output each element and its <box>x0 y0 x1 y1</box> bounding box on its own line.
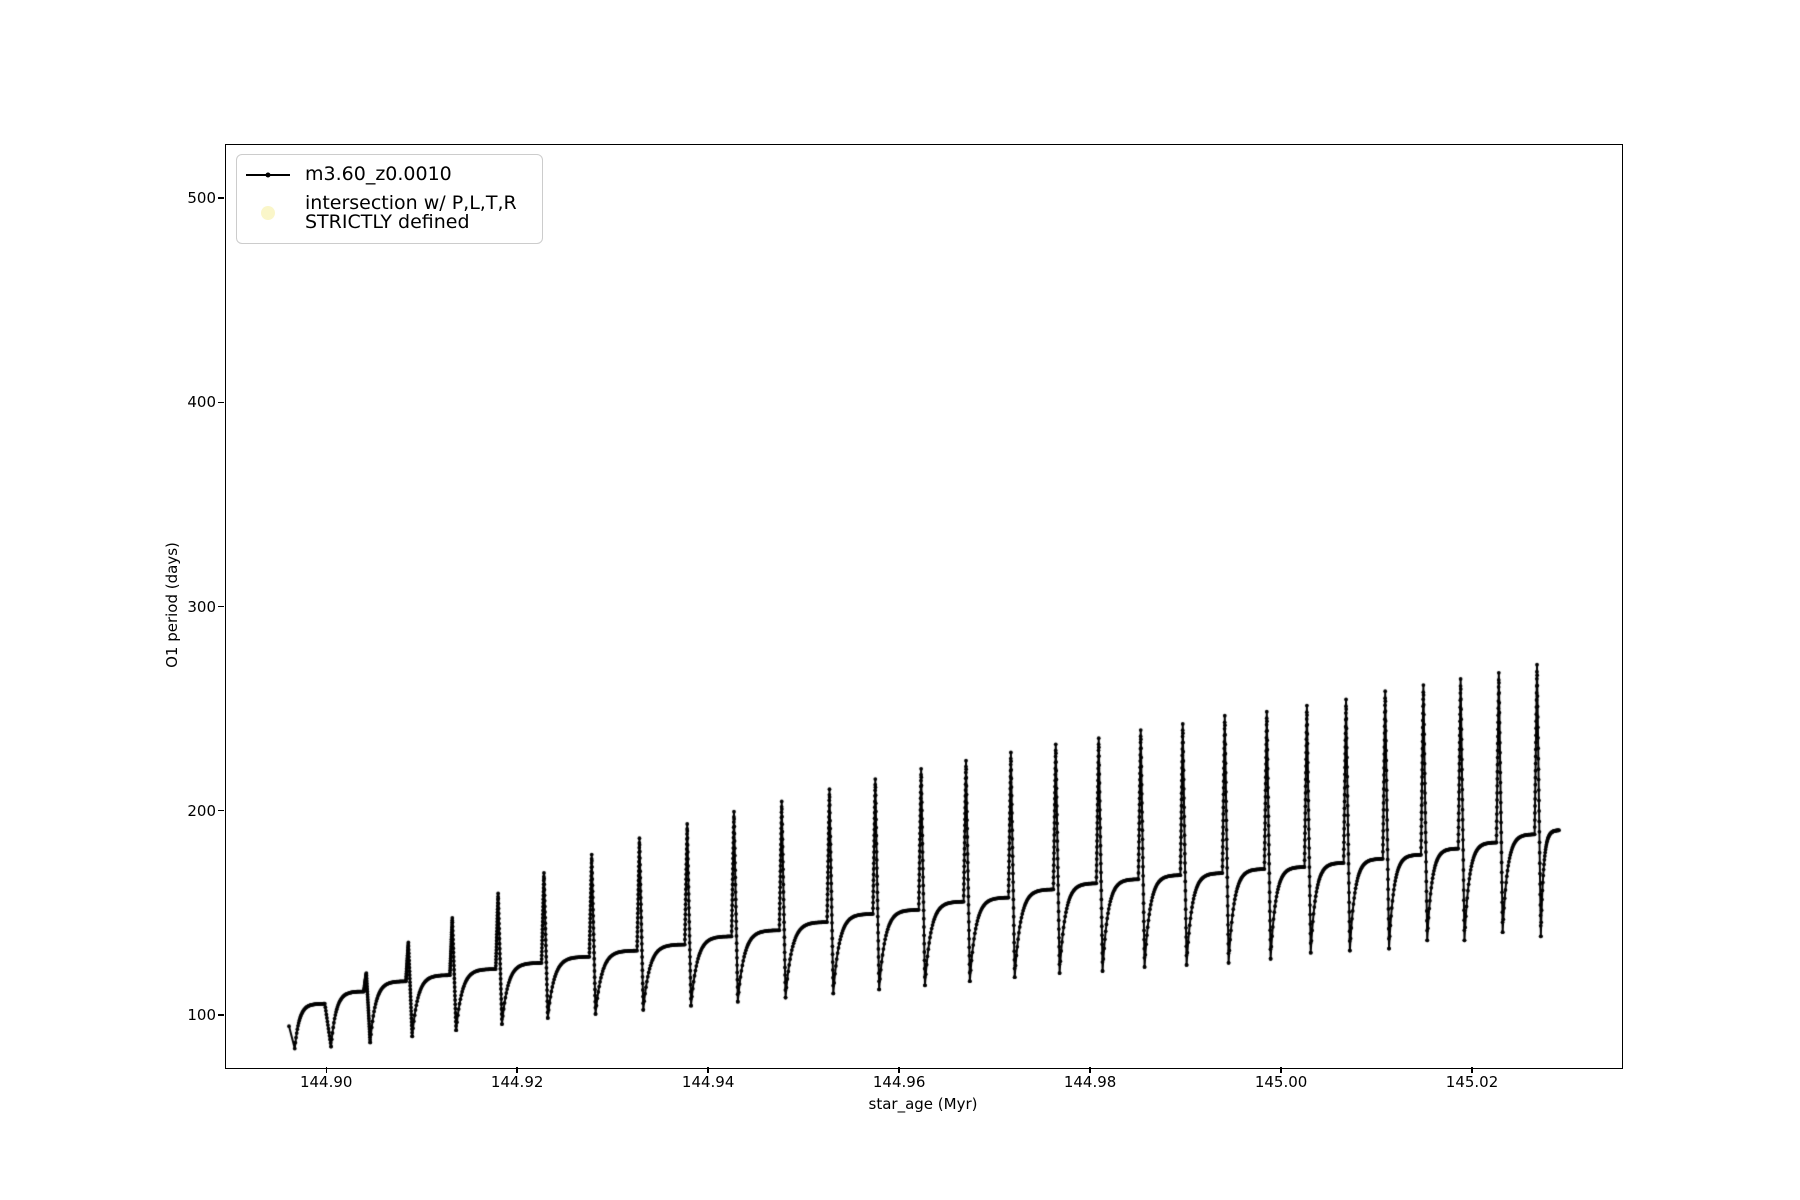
legend-circle-marker-icon <box>245 206 291 221</box>
x-tick-label: 144.90 <box>299 1073 353 1091</box>
legend-item-label: m3.60_z0.0010 <box>305 163 452 186</box>
y-tick-mark <box>218 605 224 608</box>
legend: m3.60_z0.0010 intersection w/ P,L,T,R ST… <box>236 154 543 244</box>
x-tick-mark <box>707 1067 709 1073</box>
plot-area <box>225 144 1623 1069</box>
y-axis-label: O1 period (days) <box>163 542 181 668</box>
y-tick-label: 500 <box>187 189 216 208</box>
y-tick-label: 300 <box>187 597 216 616</box>
y-tick-mark <box>218 810 224 812</box>
x-tick-mark <box>1471 1067 1473 1073</box>
x-tick-mark <box>325 1067 327 1073</box>
x-tick-label: 145.02 <box>1445 1073 1499 1091</box>
x-tick-label: 144.96 <box>872 1073 926 1091</box>
series-canvas <box>226 145 1622 1068</box>
legend-item-intersection: intersection w/ P,L,T,R STRICTLY defined <box>245 191 530 234</box>
legend-item-label: intersection w/ P,L,T,R STRICTLY defined <box>305 191 517 234</box>
y-tick-label: 400 <box>187 393 216 412</box>
x-tick-label: 144.98 <box>1063 1073 1117 1091</box>
x-tick-mark <box>1280 1067 1282 1073</box>
y-tick-label: 200 <box>187 801 216 820</box>
x-tick-mark <box>1089 1067 1091 1073</box>
y-tick-mark <box>218 401 224 403</box>
legend-line-dot-marker-icon <box>245 172 291 178</box>
y-tick-label: 100 <box>187 1005 216 1024</box>
y-tick-mark <box>218 1014 224 1016</box>
x-tick-label: 144.94 <box>681 1073 735 1091</box>
x-tick-label: 145.00 <box>1254 1073 1308 1091</box>
x-tick-label: 144.92 <box>490 1073 544 1091</box>
y-tick-mark <box>218 197 224 199</box>
x-tick-mark <box>898 1067 900 1073</box>
legend-item-series: m3.60_z0.0010 <box>245 165 530 184</box>
x-tick-mark <box>516 1067 518 1073</box>
x-axis-label: star_age (Myr) <box>868 1095 978 1113</box>
